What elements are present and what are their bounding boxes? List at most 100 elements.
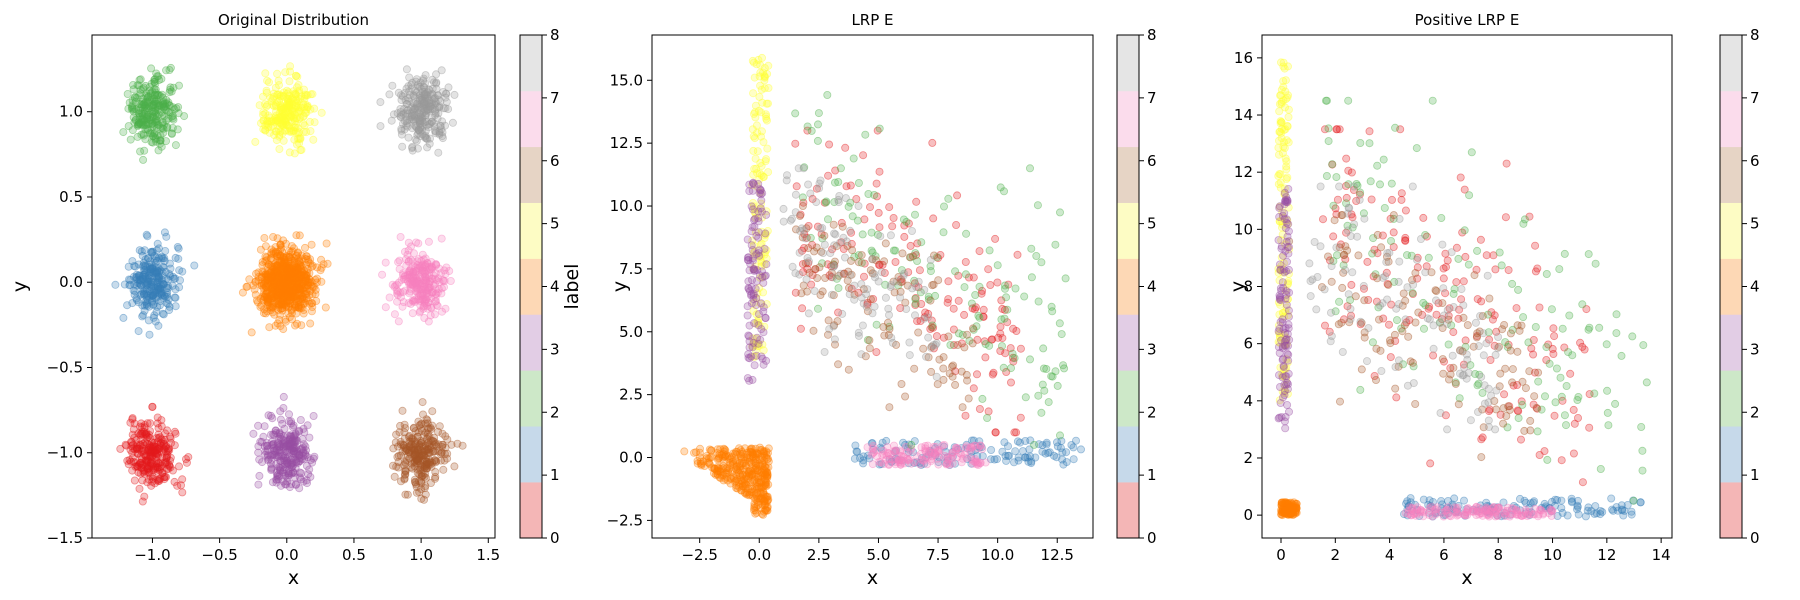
- data-point: [968, 339, 977, 348]
- data-point: [881, 239, 890, 248]
- data-point: [161, 429, 170, 438]
- data-point: [745, 376, 754, 385]
- chart-title: Original Distribution: [218, 11, 369, 29]
- data-point: [1274, 180, 1283, 189]
- data-point: [165, 66, 174, 75]
- data-point: [144, 455, 153, 464]
- data-point: [147, 446, 156, 455]
- data-point: [178, 475, 187, 484]
- data-point: [146, 472, 155, 481]
- data-point: [960, 343, 969, 352]
- data-point: [276, 127, 285, 136]
- data-point: [436, 449, 445, 458]
- data-point: [253, 298, 262, 307]
- colorbar-tick-label: 4: [1147, 278, 1157, 296]
- data-point: [958, 403, 967, 412]
- data-point: [149, 474, 158, 483]
- data-point: [285, 77, 294, 86]
- data-point: [846, 226, 855, 235]
- data-point: [747, 241, 756, 250]
- data-point: [303, 421, 312, 430]
- data-point: [1491, 265, 1500, 274]
- data-point: [161, 472, 170, 481]
- data-point: [146, 443, 155, 452]
- data-point: [140, 441, 149, 450]
- data-point: [410, 104, 419, 113]
- data-point: [708, 463, 717, 472]
- data-point: [1283, 232, 1292, 241]
- data-point: [299, 309, 308, 318]
- data-point: [1627, 510, 1636, 519]
- data-point: [136, 290, 145, 299]
- data-point: [872, 179, 881, 188]
- data-point: [123, 90, 132, 99]
- data-point: [275, 258, 284, 267]
- data-point: [961, 257, 970, 266]
- data-point: [783, 171, 792, 180]
- data-point: [1609, 506, 1618, 515]
- series-label-1: [111, 228, 199, 339]
- data-point: [128, 414, 137, 423]
- data-point: [745, 343, 754, 352]
- data-point: [1284, 506, 1293, 515]
- data-point: [426, 102, 435, 111]
- colorbar-segment: [1117, 482, 1139, 539]
- x-axis-label: x: [867, 567, 878, 589]
- data-point: [404, 133, 413, 142]
- data-point: [265, 323, 274, 332]
- data-point: [841, 143, 850, 152]
- data-point: [154, 459, 163, 468]
- data-point: [828, 273, 837, 282]
- data-point: [138, 460, 147, 469]
- data-point: [127, 437, 136, 446]
- data-point: [174, 244, 183, 253]
- data-point: [111, 280, 120, 289]
- data-point: [814, 109, 823, 118]
- data-point: [285, 148, 294, 157]
- data-point: [905, 253, 914, 262]
- data-point: [139, 466, 148, 475]
- data-point: [874, 208, 883, 217]
- colorbar-segment: [1117, 314, 1139, 371]
- data-point: [173, 481, 182, 490]
- data-point: [144, 457, 153, 466]
- data-point: [153, 450, 162, 459]
- data-point: [920, 314, 929, 323]
- data-point: [804, 309, 813, 318]
- data-point: [273, 267, 282, 276]
- data-point: [1553, 496, 1562, 505]
- data-point: [150, 446, 159, 455]
- data-point: [129, 457, 138, 466]
- data-point: [748, 186, 757, 195]
- data-point: [143, 124, 152, 133]
- data-point: [1010, 354, 1019, 363]
- data-point: [1013, 250, 1022, 259]
- colorbar-segment: [520, 258, 542, 315]
- data-point: [816, 176, 825, 185]
- data-point: [997, 315, 1006, 324]
- data-point: [932, 332, 941, 341]
- data-point: [135, 459, 144, 468]
- data-point: [148, 442, 157, 451]
- data-point: [1011, 284, 1020, 293]
- data-point: [181, 455, 190, 464]
- data-point: [290, 473, 299, 482]
- data-point: [798, 201, 807, 210]
- data-point: [407, 242, 416, 251]
- data-point: [385, 293, 394, 302]
- data-point: [168, 114, 177, 123]
- data-point: [814, 120, 823, 129]
- y-axis: −1.5−1.0−0.50.00.51.0: [47, 103, 92, 547]
- data-point: [887, 333, 896, 342]
- data-point: [857, 350, 866, 359]
- colorbar-tick-label: 1: [1147, 466, 1157, 484]
- data-point: [818, 223, 827, 232]
- data-point: [146, 427, 155, 436]
- data-point: [152, 459, 161, 468]
- data-point: [1279, 361, 1288, 370]
- data-point: [302, 289, 311, 298]
- data-point: [838, 222, 847, 231]
- data-point: [1059, 361, 1068, 370]
- data-point: [978, 394, 987, 403]
